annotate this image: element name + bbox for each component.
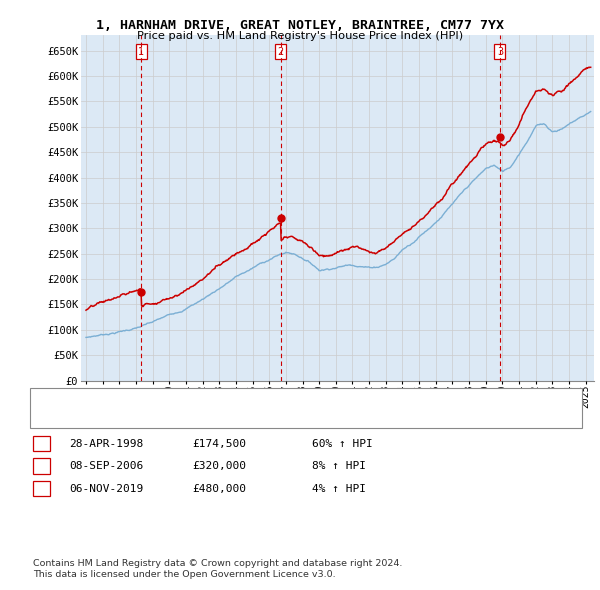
Text: 06-NOV-2019: 06-NOV-2019: [69, 484, 143, 493]
Text: 1: 1: [139, 47, 145, 57]
Text: £174,500: £174,500: [192, 439, 246, 448]
Text: £320,000: £320,000: [192, 461, 246, 471]
Text: 3: 3: [38, 484, 45, 493]
Text: Price paid vs. HM Land Registry's House Price Index (HPI): Price paid vs. HM Land Registry's House …: [137, 31, 463, 41]
Text: 3: 3: [497, 47, 503, 57]
Text: 28-APR-1998: 28-APR-1998: [69, 439, 143, 448]
Text: 4% ↑ HPI: 4% ↑ HPI: [312, 484, 366, 493]
Text: 8% ↑ HPI: 8% ↑ HPI: [312, 461, 366, 471]
Text: £480,000: £480,000: [192, 484, 246, 493]
Text: 1, HARNHAM DRIVE, GREAT NOTLEY, BRAINTREE, CM77 7YX (detached house): 1, HARNHAM DRIVE, GREAT NOTLEY, BRAINTRE…: [87, 394, 495, 404]
Text: Contains HM Land Registry data © Crown copyright and database right 2024.: Contains HM Land Registry data © Crown c…: [33, 559, 403, 568]
Text: 08-SEP-2006: 08-SEP-2006: [69, 461, 143, 471]
Text: 1: 1: [38, 439, 45, 448]
Text: This data is licensed under the Open Government Licence v3.0.: This data is licensed under the Open Gov…: [33, 571, 335, 579]
Text: 60% ↑ HPI: 60% ↑ HPI: [312, 439, 373, 448]
Text: 1, HARNHAM DRIVE, GREAT NOTLEY, BRAINTREE, CM77 7YX: 1, HARNHAM DRIVE, GREAT NOTLEY, BRAINTRE…: [96, 19, 504, 32]
Text: 2: 2: [278, 47, 284, 57]
Text: 2: 2: [38, 461, 45, 471]
Text: HPI: Average price, detached house, Braintree: HPI: Average price, detached house, Brai…: [87, 411, 357, 421]
